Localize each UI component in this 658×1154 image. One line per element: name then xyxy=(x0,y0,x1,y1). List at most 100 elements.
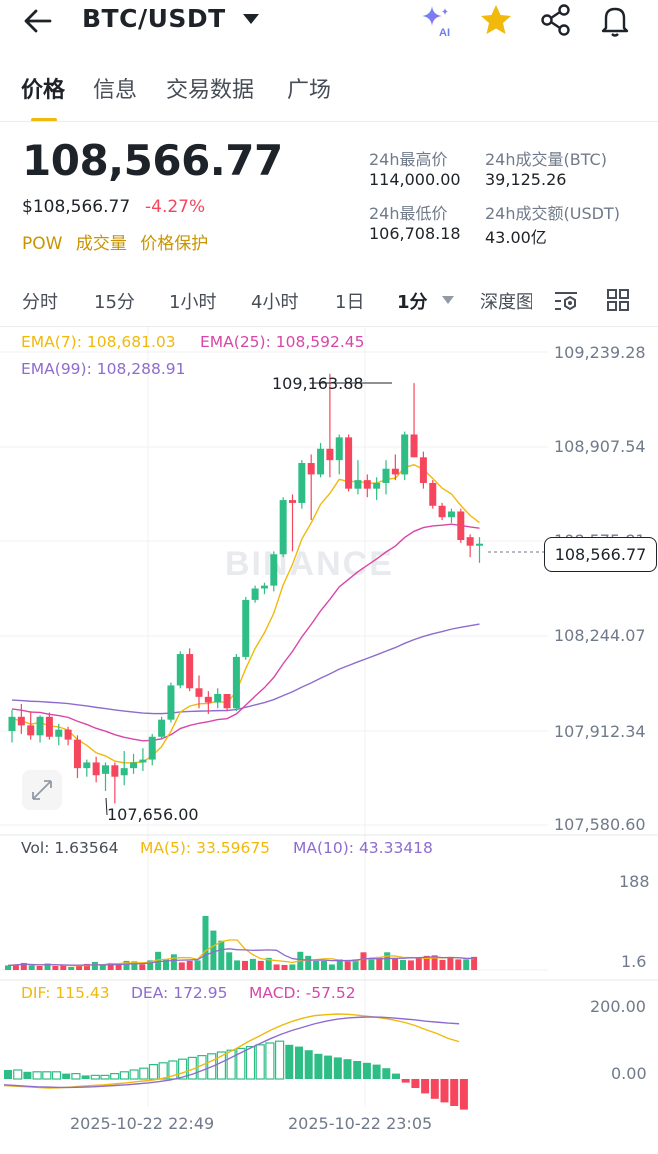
ai-sparkle-icon[interactable]: AI xyxy=(418,2,454,38)
volume-bar xyxy=(107,962,114,970)
dea-legend: DEA: 172.95 xyxy=(131,984,228,1002)
price-tick: 108,244.07 xyxy=(554,626,646,645)
star-icon[interactable] xyxy=(478,2,514,38)
tab-info[interactable]: 信息 xyxy=(93,78,138,103)
candle-body xyxy=(148,736,156,760)
dif-legend: DIF: 115.43 xyxy=(21,984,110,1002)
share-icon[interactable] xyxy=(538,2,574,38)
candlestick-chart[interactable]: BINANCE xyxy=(0,327,658,1154)
candle-body xyxy=(363,480,371,489)
volume-bar xyxy=(439,959,446,970)
volume-bar xyxy=(368,959,375,970)
usd-price: $108,566.77 xyxy=(22,197,131,217)
interval-selector: 分时 15分 1小时 4小时 1日 1分 深度图 xyxy=(0,288,658,318)
macd-bar xyxy=(236,1047,246,1080)
macd-bar xyxy=(265,1042,275,1080)
volume-bar xyxy=(123,960,130,970)
interval-depth-chart[interactable]: 深度图 xyxy=(480,292,532,313)
volume-bar xyxy=(455,959,462,970)
tab-trading-data[interactable]: 交易数据 xyxy=(166,78,255,103)
volume-bar xyxy=(84,963,90,970)
macd-lines xyxy=(3,1013,460,1089)
price-tick: 108,907.54 xyxy=(554,437,646,456)
time-tick: 2025-10-22 23:05 xyxy=(288,1114,433,1133)
volume-tick: 188 xyxy=(619,872,650,891)
candle-body xyxy=(345,437,353,489)
candle-body xyxy=(354,480,362,489)
candle-body xyxy=(382,468,390,483)
candle-body xyxy=(373,482,381,489)
ema99-line xyxy=(11,623,480,715)
last-price-tag[interactable]: 108,566.77 xyxy=(544,537,657,572)
interval-4h[interactable]: 4小时 xyxy=(251,292,299,313)
macd-bar xyxy=(343,1059,352,1079)
volume-bar xyxy=(463,959,470,970)
expand-icon[interactable] xyxy=(22,770,62,810)
candle-body xyxy=(139,759,147,763)
candle-body xyxy=(83,762,91,769)
volume-usdt-value: 43.00亿 xyxy=(485,228,547,247)
interval-15m[interactable]: 15分 xyxy=(94,292,135,313)
volume-bar xyxy=(139,964,146,970)
volume-bar xyxy=(328,964,335,970)
candle-body xyxy=(8,716,16,732)
macd-bar xyxy=(285,1044,294,1079)
tag-pow[interactable]: POW xyxy=(22,234,63,254)
macd-histogram xyxy=(4,1040,468,1110)
interval-time-share[interactable]: 分时 xyxy=(22,292,58,313)
volume-bar xyxy=(194,960,201,970)
interval-1m[interactable]: 1分 xyxy=(397,292,428,313)
interval-1d[interactable]: 1日 xyxy=(335,292,365,313)
candle-body xyxy=(307,463,315,475)
candle-body xyxy=(223,693,231,709)
volume-bar xyxy=(68,966,75,970)
indicator-settings-icon[interactable] xyxy=(552,288,580,314)
candle-body xyxy=(270,554,278,586)
macd-bar xyxy=(4,1070,12,1079)
interval-1h[interactable]: 1小时 xyxy=(169,292,217,313)
candle-body xyxy=(204,696,212,703)
macd-tick: 200.00 xyxy=(590,997,646,1016)
volume-bar xyxy=(202,915,209,970)
tab-price[interactable]: 价格 xyxy=(21,78,66,103)
candle-body xyxy=(466,537,474,546)
candle-body xyxy=(186,654,194,689)
candles xyxy=(8,373,483,804)
volume-usdt-label: 24h成交额(USDT) xyxy=(485,204,620,223)
back-arrow-icon[interactable] xyxy=(22,6,54,36)
volume-bar xyxy=(226,952,233,970)
macd-bar xyxy=(51,1071,62,1080)
divider xyxy=(0,121,658,122)
volume-bar xyxy=(447,957,454,970)
tag-price-protection[interactable]: 价格保护 xyxy=(140,234,209,254)
bell-icon[interactable] xyxy=(597,2,633,38)
macd-bar xyxy=(226,1049,236,1080)
candle-body xyxy=(438,505,446,518)
volume-bar xyxy=(360,952,367,970)
candle-body xyxy=(326,448,334,461)
macd-bar xyxy=(119,1071,130,1080)
svg-text:AI: AI xyxy=(439,27,450,38)
interval-caret-icon[interactable] xyxy=(441,295,455,305)
ema25-legend: EMA(25): 108,592.45 xyxy=(200,333,365,351)
macd-bar xyxy=(440,1079,449,1103)
macd-bar xyxy=(13,1069,23,1080)
vol-ma5-legend: MA(5): 33.59675 xyxy=(140,839,271,857)
candle-body xyxy=(391,468,399,475)
dropdown-caret-icon[interactable] xyxy=(243,14,259,24)
macd-bar xyxy=(62,1073,71,1079)
trading-pair-title[interactable]: BTC/USDT xyxy=(82,4,226,33)
candle-body xyxy=(120,768,128,776)
volume-bar xyxy=(28,965,35,970)
candle-body xyxy=(260,585,268,589)
macd-bar xyxy=(90,1074,100,1080)
candle-body xyxy=(317,448,325,475)
price-change-percent: -4.27% xyxy=(145,197,206,217)
macd-tick: 0.00 xyxy=(611,1064,647,1083)
macd-bar xyxy=(324,1055,333,1079)
macd-bar xyxy=(430,1079,439,1099)
tab-square[interactable]: 广场 xyxy=(287,78,332,103)
tag-volume[interactable]: 成交量 xyxy=(75,234,127,254)
layout-grid-icon[interactable] xyxy=(606,288,630,312)
candle-body xyxy=(232,656,240,709)
